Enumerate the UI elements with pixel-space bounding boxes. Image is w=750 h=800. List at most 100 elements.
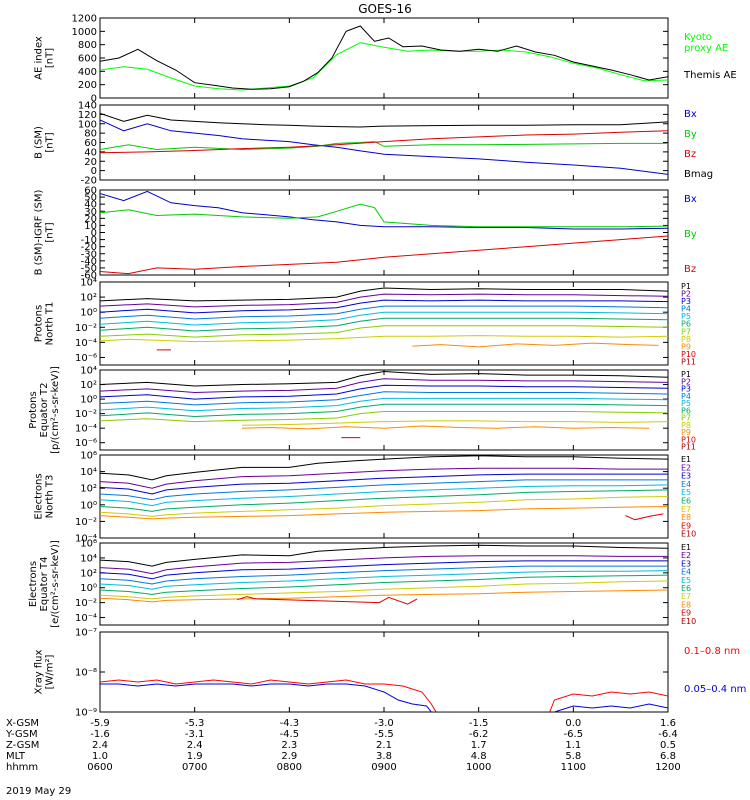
axis-value: 3.8 [376,751,392,762]
series-line-p9 [412,342,659,348]
legend-entry: P3 [681,297,691,306]
axis-value: 0.5 [660,740,676,751]
y-tick-label: 10⁻⁴ [75,424,97,435]
axis-value: -6.2 [469,729,489,740]
y-tick-label: 120 [78,110,97,121]
y-tick-label: 0 [91,166,97,177]
y-tick-label: 10⁴ [80,366,97,377]
legend-entry: Bx [684,109,697,120]
axis-row-label: Y-GSM [5,729,38,740]
legend-entry: E5 [681,576,691,585]
panel-frame [99,631,669,713]
panel-8: 10⁻⁷ 10⁻⁸ 10⁻⁹ Xray flux [W/m²] 0.1–0.8 nm 0.0… [34,628,747,719]
y-tick-label: 10⁰ [80,395,97,406]
y-tick-label: 10⁻² [75,598,97,609]
legend-entry: P7 [681,327,691,336]
y-tick-label: 10² [80,568,97,579]
series-line-bmag [100,112,668,128]
y-tick-label: 10⁻⁴ [75,338,97,349]
legend-entry: P8 [681,335,691,344]
panel-4: 10⁴ 10² 10⁰ 10⁻² 10⁻⁴ 10⁻⁶ Protons North T1 P1P2… [34,278,697,367]
y-tick-label: 10⁻⁸ [75,668,97,679]
series-line-p5 [100,311,668,326]
y-tick-label: 800 [78,40,97,51]
series-line-kyoto-proxy-ae [100,42,668,91]
axis-value: -5.5 [374,729,394,740]
legend-entry: Kyoto [684,32,712,43]
y-tick-label: 10⁻² [75,409,97,420]
legend-entry: E8 [681,600,691,609]
legend-entry: P9 [681,342,691,351]
y-axis-label: [nT] [45,222,56,242]
y-axis-label: Equator T4 [39,557,50,612]
series-line-p3 [100,299,668,314]
y-axis-label: Protons [28,391,39,428]
panel-frame [99,542,669,626]
legend-entry: P4 [681,305,691,314]
axis-value: 1200 [655,762,680,773]
legend-entry: By [684,129,697,140]
legend-entry: P5 [681,312,691,321]
y-tick-label: 10⁰ [80,500,97,511]
y-axis-label: AE index [34,36,45,80]
series-line-p9 [241,425,650,430]
series-line-p6 [100,317,668,332]
legend-entry: P2 [681,377,691,386]
y-tick-label: 10⁻⁴ [75,534,97,545]
y-tick-label: 10⁻² [75,517,97,528]
series-line-e7 [100,496,668,517]
y-tick-label: -20 [81,242,97,253]
legend-entry: E9 [681,521,691,530]
series-line-e4 [100,565,668,585]
y-tick-label: -40 [81,256,97,267]
series-line-by [100,203,668,228]
y-tick-label: 600 [78,54,97,65]
axis-value: 2.4 [92,740,108,751]
y-tick-label: 1200 [72,14,97,25]
series-line-p2 [100,378,668,394]
panel-frame [99,17,669,99]
legend-entry: P6 [681,406,691,415]
series-line-e8 [100,589,668,603]
series-line-p1 [100,287,668,302]
axis-value: 1000 [466,762,491,773]
legend-entry: E4 [681,568,691,577]
series-line-p8 [241,420,668,426]
axis-value: -6.4 [658,729,678,740]
legend-entry: Themis AE [683,70,737,81]
axis-row-label: Z-GSM [6,740,39,751]
axis-value: 0600 [87,762,112,773]
y-tick-label: 10⁶ [80,539,97,550]
legend-entry: P5 [681,399,691,408]
axis-value: 1.1 [565,740,581,751]
series-line-e3 [100,560,668,580]
y-tick-label: 60 [84,138,97,149]
panel-5: 10⁴ 10² 10⁰ 10⁻² 10⁻⁴ 10⁻⁶ Protons Equator T2 [p… [28,366,696,454]
series-line-e8 [100,506,668,520]
series-line-e6 [100,574,668,595]
axis-value: 2.3 [281,740,297,751]
y-axis-label: B (SM)-IGRF (SM) [34,190,45,276]
legend-entry: P2 [681,290,691,299]
series-line-bz [100,130,668,154]
legend-entry: P11 [681,443,696,452]
series-line-p1 [100,370,668,387]
legend-entry: P1 [681,370,691,379]
y-axis-label: Electrons [34,473,45,519]
legend-entry: E2 [681,463,691,472]
series-line-e4 [100,479,668,501]
y-tick-label: 10⁻⁹ [75,708,97,719]
series-line-e3 [100,473,668,495]
axis-value: 0.0 [565,718,581,729]
series-line-e2 [100,555,668,575]
legend-entry: E7 [681,505,691,514]
y-tick-label: 10 [84,221,97,232]
legend-entry: P11 [681,357,696,366]
y-axis-label: Equator T2 [39,383,50,438]
y-tick-label: 10⁻⁶ [75,438,97,449]
y-tick-label: 1000 [72,27,97,38]
series-line-p7 [100,411,668,423]
legend-entry: E2 [681,551,691,560]
series-line-e5 [100,484,668,507]
